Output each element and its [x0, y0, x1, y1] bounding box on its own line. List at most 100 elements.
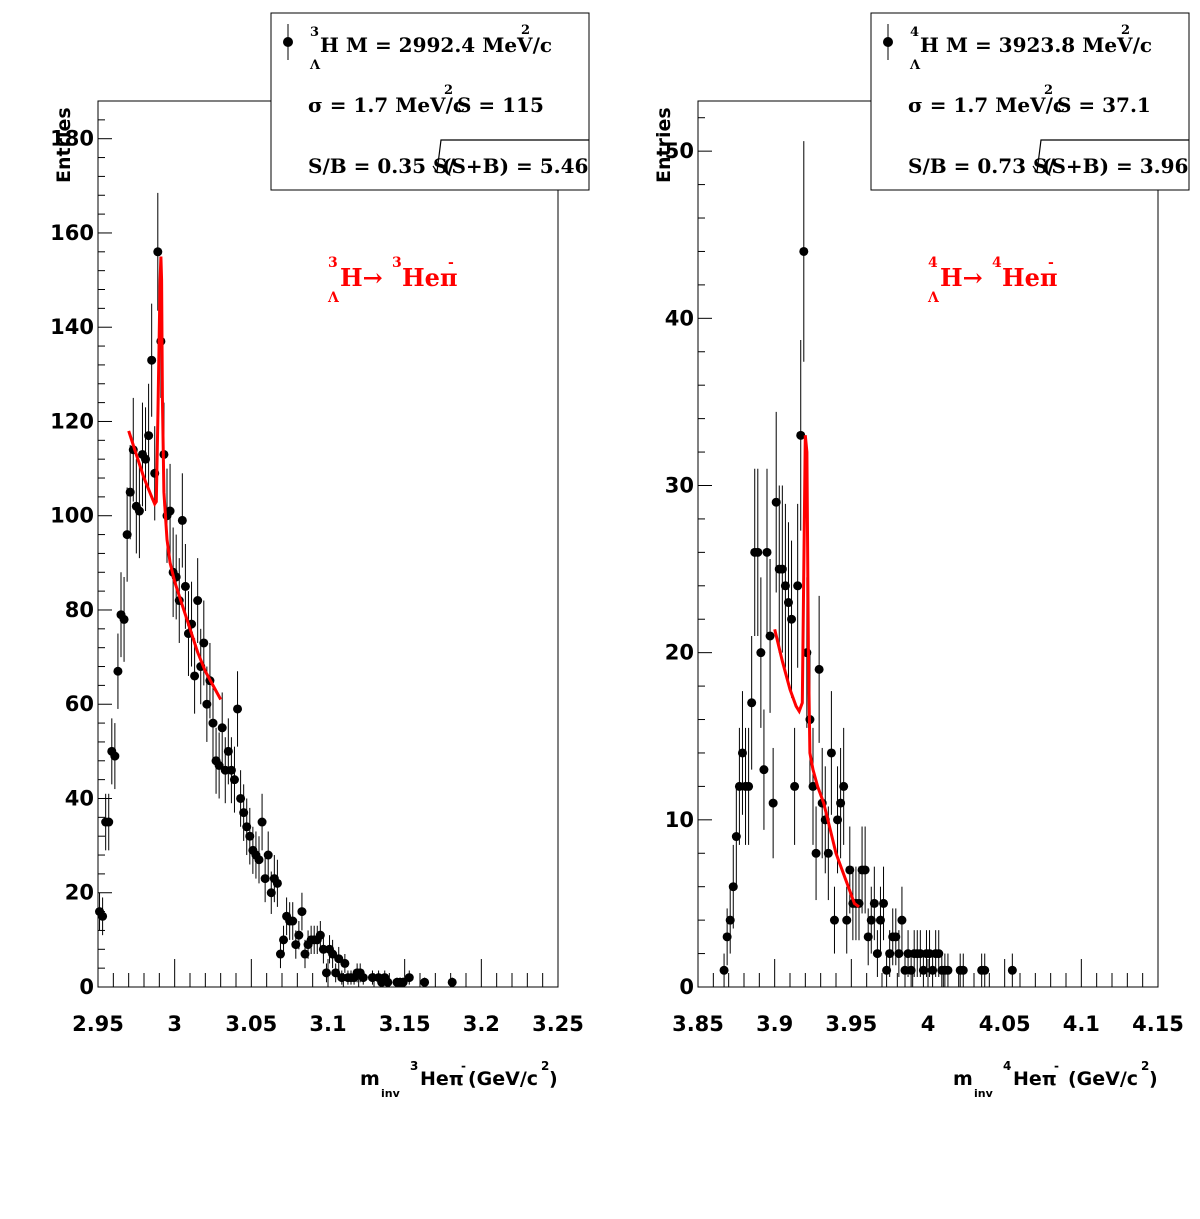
point-marker — [300, 949, 310, 959]
data-point — [928, 953, 938, 987]
data-point — [826, 691, 836, 815]
point-marker — [765, 631, 775, 641]
legend-l3-text2: (S+B) = 3.96 — [1042, 154, 1188, 178]
data-point — [153, 192, 163, 311]
y-tick-label: 40 — [65, 786, 94, 810]
y-tick-label: 120 — [50, 409, 94, 433]
point-marker — [823, 848, 833, 858]
point-marker — [144, 431, 154, 441]
point-marker — [199, 638, 209, 648]
data-point — [728, 844, 738, 929]
data-point — [141, 407, 151, 512]
y-tick-label: 40 — [665, 306, 694, 330]
legend-l1-sub: Λ — [909, 58, 921, 73]
reaction-hyp-a: 3 — [328, 255, 338, 271]
point-marker — [217, 723, 227, 733]
data-point — [226, 737, 236, 804]
data-point — [165, 463, 175, 559]
reaction-prod: Heπ — [1002, 263, 1058, 292]
data-point — [297, 892, 307, 931]
point-marker — [787, 614, 797, 624]
x-tick-label: 4 — [921, 1012, 936, 1036]
x-tick-label: 3.1 — [309, 1012, 346, 1036]
data-point — [245, 807, 255, 865]
data-point — [768, 747, 778, 859]
data-point — [263, 831, 273, 879]
x-label-charge: - — [1054, 1059, 1059, 1073]
point-marker — [836, 798, 846, 808]
legend-frame — [270, 12, 590, 191]
point-marker — [98, 911, 108, 921]
x-tick-labels-left: 2.95 3 3.05 3.1 3.15 3.2 3.25 — [72, 1012, 584, 1036]
x-axis-label-right: m inv 4 Heπ - (GeV/c 2 ) — [953, 1059, 1158, 1100]
x-label-prefix: m — [953, 1068, 973, 1090]
data-point — [875, 886, 885, 954]
data-point — [134, 463, 144, 559]
y-tick-label: 160 — [50, 221, 94, 245]
point-marker — [180, 581, 190, 591]
point-marker — [777, 564, 787, 574]
y-tick-label: 60 — [65, 692, 94, 716]
x-tick-label: 3.2 — [463, 1012, 500, 1036]
data-point — [125, 445, 135, 540]
y-axis-label-right: Entries — [653, 107, 675, 183]
point-marker — [233, 704, 243, 714]
point-marker — [229, 775, 239, 785]
data-point — [272, 859, 282, 907]
point-marker — [875, 915, 885, 925]
data-point — [98, 897, 108, 936]
data-point — [958, 953, 968, 987]
point-marker — [134, 506, 144, 516]
point-marker — [731, 832, 741, 842]
fit-curve-left — [127, 256, 223, 701]
data-point — [845, 826, 855, 914]
reaction-hyp-a: 4 — [928, 255, 938, 271]
data-point — [787, 540, 797, 698]
data-point — [836, 747, 846, 859]
data-point — [783, 522, 793, 683]
point-marker — [279, 935, 289, 945]
data-point — [236, 770, 246, 827]
data-point — [829, 886, 839, 954]
data-point — [321, 963, 331, 983]
point-marker — [744, 781, 754, 791]
data-point — [315, 921, 325, 950]
point-marker — [753, 547, 763, 557]
point-marker — [190, 671, 200, 681]
data-point — [177, 473, 187, 568]
data-point — [796, 340, 806, 531]
point-marker — [811, 848, 821, 858]
point-marker — [340, 958, 350, 968]
data-point — [119, 576, 129, 662]
x-label-sub: inv — [974, 1087, 994, 1100]
point-marker — [943, 965, 953, 975]
x-label-unit-exp: 2 — [541, 1059, 549, 1073]
data-point — [383, 977, 393, 987]
point-marker — [202, 699, 212, 709]
data-point — [943, 953, 953, 987]
x-tick-label: 4.15 — [1132, 1012, 1184, 1036]
point-marker — [725, 915, 735, 925]
legend-l2-text: σ = 1.7 MeV/c — [308, 93, 465, 117]
point-marker — [872, 949, 882, 959]
point-marker — [226, 765, 236, 775]
data-point — [918, 953, 928, 987]
legend-l3-text: S/B = 0.35 S/ — [308, 154, 455, 178]
data-point — [260, 855, 270, 903]
point-marker — [404, 973, 414, 983]
data-point — [331, 963, 341, 983]
point-marker — [420, 977, 430, 987]
x-tick-label: 3 — [167, 1012, 182, 1036]
data-point — [447, 977, 457, 987]
legend-marker — [283, 37, 293, 47]
legend-l2-exp: 2 — [444, 83, 453, 98]
y-tick-label: 180 — [50, 127, 94, 151]
data-point — [358, 970, 368, 985]
data-point — [842, 886, 852, 954]
point-marker — [839, 781, 849, 791]
point-marker — [447, 977, 457, 987]
point-marker — [104, 817, 114, 827]
data-point — [860, 826, 870, 914]
point-marker — [297, 907, 307, 917]
